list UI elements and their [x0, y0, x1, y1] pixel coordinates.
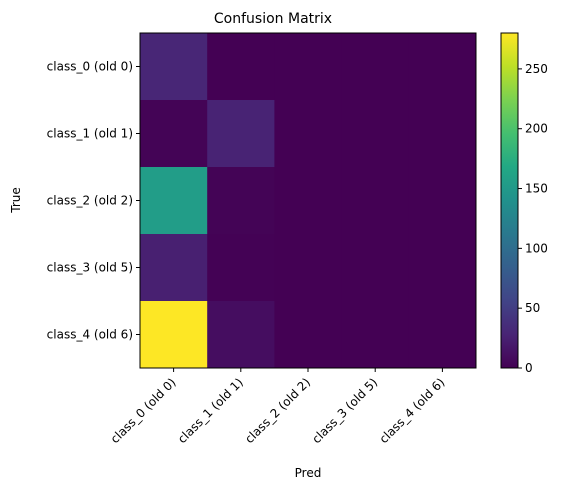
heatmap-cell: [274, 167, 343, 235]
colorbar-tick-label: 50: [525, 301, 540, 315]
x-tick-label: class_0 (old 0): [108, 375, 179, 446]
heatmap-cell: [207, 100, 275, 168]
heatmap-cell: [341, 33, 410, 101]
colorbar-ticks: 0 50 100 150 200 250: [518, 62, 548, 375]
colorbar-tick-label: 200: [525, 122, 548, 136]
colorbar: [501, 33, 518, 368]
x-tick-label: class_3 (old 5): [309, 375, 380, 446]
colorbar-tick-label: 150: [525, 182, 548, 196]
y-tick-labels: class_0 (old 0) class_1 (old 1) class_2 (o…: [47, 60, 140, 342]
heatmap-cell: [140, 33, 208, 101]
heatmap-cell: [341, 167, 410, 235]
heatmap-cell: [408, 167, 477, 235]
heatmap-cell: [274, 33, 343, 101]
x-tick-label: class_1 (old 1): [175, 375, 246, 446]
heatmap-cell: [207, 301, 275, 369]
heatmap-cell: [140, 167, 208, 235]
y-tick-label: class_1 (old 1): [47, 127, 133, 141]
y-tick-label: class_4 (old 6): [47, 328, 133, 342]
heatmap-cell: [341, 234, 410, 302]
y-tick-label: class_3 (old 5): [47, 261, 133, 275]
heatmap-cell: [341, 301, 410, 369]
x-tick-label: class_2 (old 2): [242, 375, 313, 446]
heatmap-cell: [140, 301, 208, 369]
y-axis-label: True: [9, 187, 23, 214]
heatmap-cell: [408, 33, 477, 101]
heatmap-cell: [207, 234, 275, 302]
heatmap-cell: [207, 167, 275, 235]
heatmap-cell: [408, 100, 477, 168]
x-tick-labels: class_0 (old 0)class_1 (old 1)class_2 (o…: [108, 368, 448, 446]
heatmap-cell: [341, 100, 410, 168]
heatmap-cell: [408, 301, 477, 369]
colorbar-tick-label: 100: [525, 241, 548, 255]
heatmap-cell: [140, 100, 208, 168]
x-tick-label: class_4 (old 6): [377, 375, 448, 446]
heatmap-cell: [274, 100, 343, 168]
chart-title: Confusion Matrix: [214, 11, 332, 27]
colorbar-frame: [500, 32, 519, 369]
x-axis-label: Pred: [295, 466, 322, 480]
y-tick-label: class_2 (old 2): [47, 194, 133, 208]
y-tick-label: class_0 (old 0): [47, 60, 133, 74]
heatmap-cell: [274, 234, 343, 302]
heatmap-cell: [207, 33, 275, 101]
colorbar-tick-label: 0: [525, 361, 533, 375]
heatmap-cells: [140, 33, 477, 369]
heatmap-cell: [408, 234, 477, 302]
colorbar-tick-label: 250: [525, 62, 548, 76]
heatmap-cell: [140, 234, 208, 302]
heatmap-cell: [274, 301, 343, 369]
